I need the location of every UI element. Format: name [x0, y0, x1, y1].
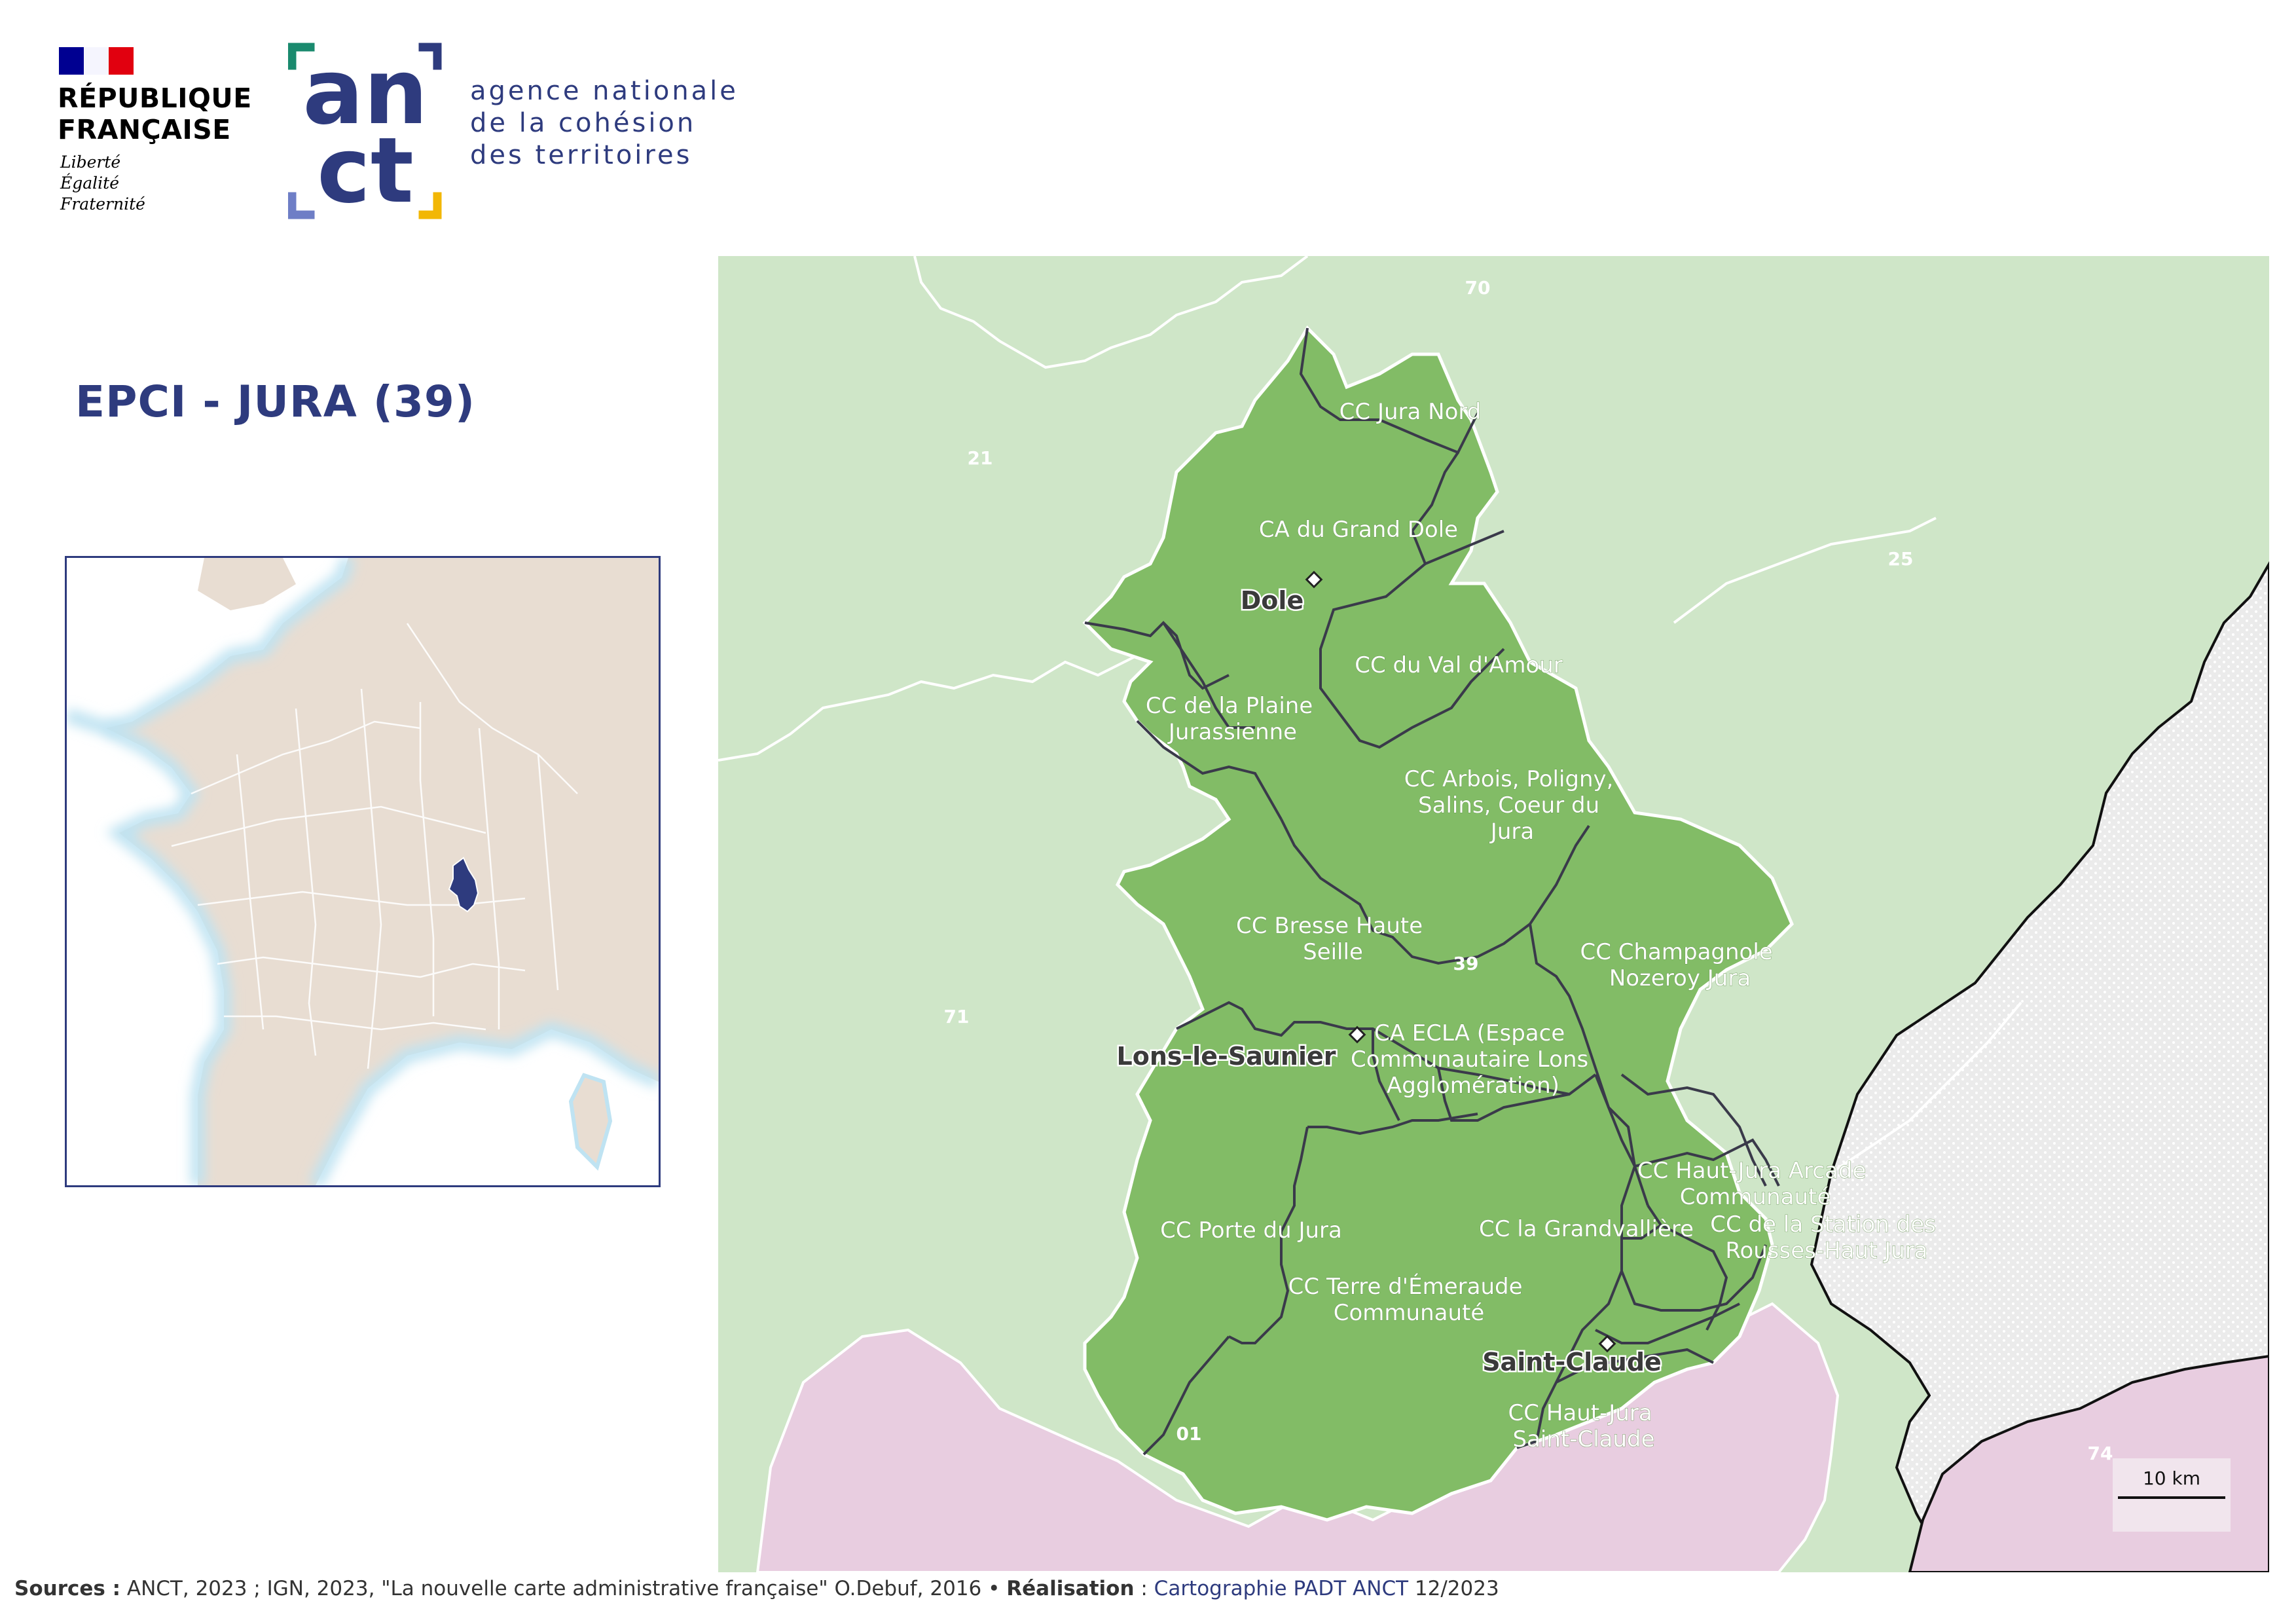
france-inset-map: [65, 556, 661, 1187]
anct-logo-an: an: [302, 39, 428, 145]
epci-borders: [1084, 327, 1780, 1456]
epci-label-arbois-poligny: CC Arbois, Poligny, Salins, Coeur du Jur…: [1404, 766, 1621, 845]
epci-label-haut-jura-saint-claude: CC Haut-Jura Saint-Claude: [1508, 1400, 1660, 1452]
motto-fraternite: Fraternité: [60, 194, 145, 213]
republic-motto: Liberté Égalité Fraternité: [60, 152, 145, 215]
anct-name: agence nationale de la cohésion des terr…: [470, 75, 738, 172]
page-title: EPCI - JURA (39): [75, 377, 475, 427]
republique-francaise-logo: RÉPUBLIQUE FRANÇAISE: [58, 83, 252, 145]
epci-label-val-damour: CC du Val d'Amour: [1355, 652, 1563, 678]
switzerland-area: [1810, 561, 2269, 1572]
motto-egalite: Égalité: [60, 174, 119, 193]
anct-line-1: agence nationale: [470, 76, 738, 106]
inset-department-borders: [171, 623, 578, 1069]
epci-map: 70 21 25 39 71 01 74 CC Jura Nord CA du …: [718, 256, 2269, 1572]
dept-code-71: 71: [944, 1006, 970, 1027]
epci-label-champagnole: CC Champagnole Nozeroy Jura: [1580, 939, 1779, 991]
epci-label-porte-du-jura: CC Porte du Jura: [1160, 1217, 1342, 1244]
town-label-dole: Dole: [1241, 586, 1303, 615]
anct-logo-ct: ct: [317, 118, 414, 223]
dept-code-39: 39: [1453, 953, 1479, 974]
anct-line-3: des territoires: [470, 140, 693, 170]
epci-label-plaine-jurassienne: CC de la Plaine Jurassienne: [1146, 693, 1320, 745]
footer-sources-label: Sources :: [14, 1577, 121, 1600]
town-marker-lons: [1348, 1025, 1366, 1044]
footer-realisation-text: Cartographie PADT ANCT: [1154, 1577, 1409, 1600]
footer-date: 12/2023: [1408, 1577, 1499, 1600]
inset-jura-highlight: [448, 857, 479, 913]
scale-label: 10 km: [2143, 1467, 2200, 1489]
dept-code-74: 74: [2088, 1443, 2113, 1464]
epci-label-terre-emeraude: CC Terre d'Émeraude Communauté: [1288, 1273, 1530, 1326]
department-borders: [718, 256, 2022, 1174]
france-inset-svg: [67, 558, 659, 1185]
inset-sea: [67, 558, 659, 1185]
epci-label-jura-nord: CC Jura Nord: [1339, 399, 1482, 425]
jura-department: [1082, 325, 1794, 1522]
epci-label-haut-jura-arcade: CC Haut-Jura Arcade Communauté: [1637, 1158, 1873, 1210]
town-label-saint-claude: Saint-Claude: [1482, 1348, 1662, 1376]
epci-label-bresse-haute-seille: CC Bresse Haute Seille: [1236, 913, 1430, 965]
dept-code-21: 21: [968, 447, 993, 469]
french-flag-icon: [59, 47, 134, 75]
footer-sources-text: ANCT, 2023 ; IGN, 2023, "La nouvelle car…: [120, 1577, 1007, 1600]
dept-code-70: 70: [1465, 277, 1491, 299]
motto-liberte: Liberté: [60, 153, 121, 172]
town-marker-saint-claude: [1598, 1335, 1616, 1353]
department-codes: 70 21 25 39 71 01 74: [944, 277, 2113, 1464]
epci-labels: CC Jura Nord CA du Grand Dole CC du Val …: [1145, 399, 1942, 1453]
footer-credits: Sources : ANCT, 2023 ; IGN, 2023, "La no…: [14, 1577, 1499, 1600]
anct-logo: an ct: [288, 39, 442, 223]
republique-line-1: RÉPUBLIQUE: [58, 83, 252, 114]
epci-label-grandvalliere: CC la Grandvallière: [1479, 1216, 1694, 1242]
anct-line-2: de la cohésion: [470, 108, 697, 138]
town-marker-dole: [1305, 570, 1323, 589]
footer-realisation-sep: :: [1134, 1577, 1154, 1600]
footer-realisation-label: Réalisation: [1006, 1577, 1135, 1600]
epci-label-ecla: CA ECLA (Espace Communautaire Lons Agglo…: [1351, 1020, 1595, 1099]
republique-line-2: FRANÇAISE: [58, 114, 231, 145]
epci-label-grand-dole: CA du Grand Dole: [1259, 517, 1458, 543]
epci-map-svg: 70 21 25 39 71 01 74 CC Jura Nord CA du …: [718, 256, 2269, 1572]
town-label-lons: Lons-le-Saunier: [1117, 1042, 1336, 1071]
epci-label-station-rousses: CC de la Station des Rousses-Haut Jura: [1710, 1211, 1942, 1264]
dept-code-01: 01: [1176, 1423, 1202, 1445]
towns: Dole Lons-le-Saunier Saint-Claude: [1115, 570, 1663, 1378]
dept-code-25: 25: [1888, 548, 1914, 570]
scale-bar: 10 km: [2113, 1458, 2231, 1532]
